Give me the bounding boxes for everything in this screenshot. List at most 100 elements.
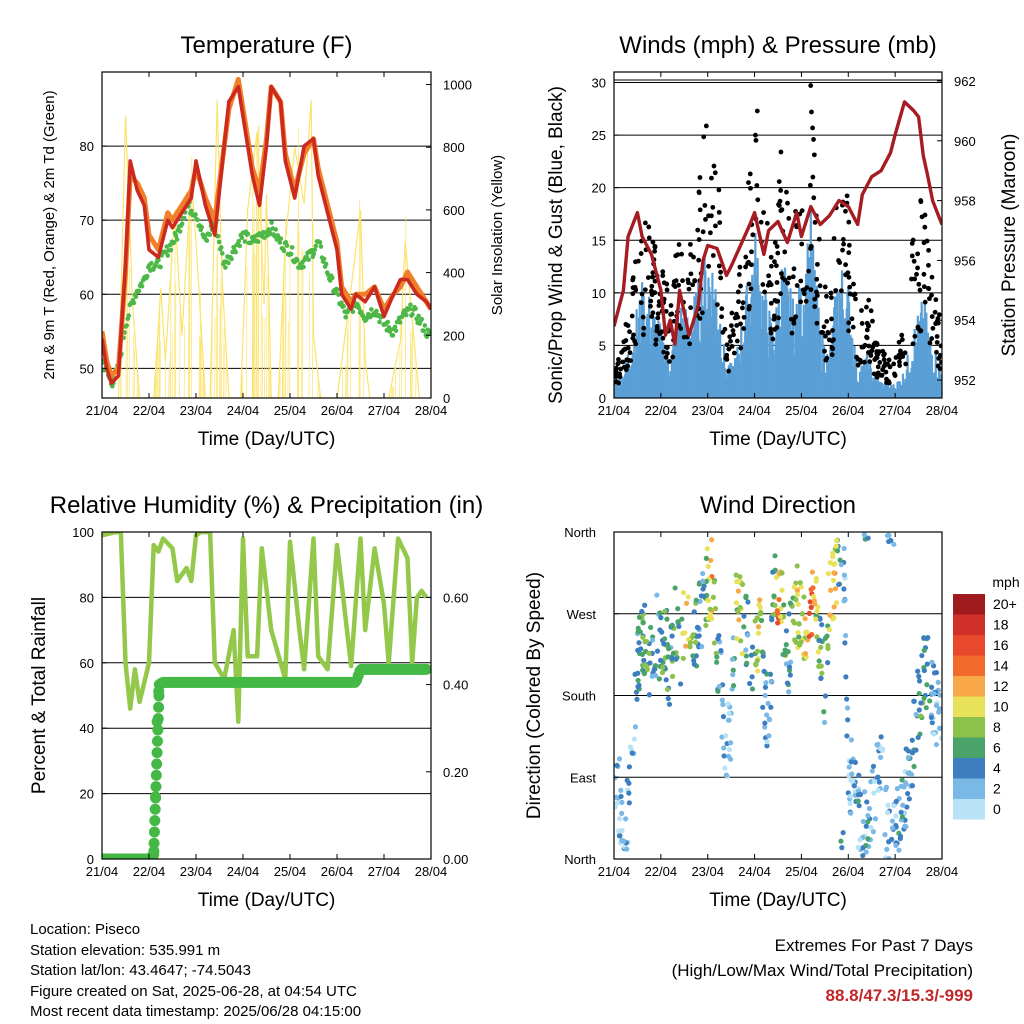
x-tick-label: 22/04 [645, 403, 678, 418]
direction-point [899, 777, 905, 783]
gust-point [680, 278, 685, 284]
direction-point [657, 657, 664, 663]
y2-tick-label: 956 [954, 253, 976, 268]
direction-point [855, 792, 862, 798]
gust-point [731, 350, 737, 356]
dewpoint-point [281, 248, 287, 254]
direction-point [641, 671, 647, 677]
gust-point [808, 243, 814, 249]
direction-point [727, 740, 734, 746]
direction-point [838, 838, 844, 844]
gust-point [738, 345, 744, 351]
x-tick-label: 23/04 [180, 403, 213, 418]
solar-line [102, 100, 424, 398]
direction-point [860, 852, 866, 859]
direction-point [687, 644, 693, 650]
dewpoint-point [323, 261, 329, 267]
direction-point [626, 790, 632, 796]
dewpoint-point [262, 235, 267, 241]
gust-point [687, 241, 693, 247]
gust-point [716, 209, 722, 215]
direction-point [690, 632, 696, 638]
x-tick-label: 23/04 [180, 864, 213, 879]
x-tick-label: 24/04 [227, 864, 260, 879]
direction-point [691, 609, 697, 615]
gust-point [782, 249, 788, 255]
direction-point [874, 775, 880, 781]
station-location: Location: Piseco [30, 921, 141, 938]
dewpoint-point [131, 300, 137, 306]
direction-point [793, 597, 799, 603]
dewpoint-point [390, 333, 396, 338]
gust-point [868, 349, 874, 355]
direction-point [865, 535, 871, 541]
gust-point [892, 371, 897, 377]
direction-point [821, 709, 827, 715]
direction-point [837, 557, 843, 563]
dewpoint-point [317, 240, 323, 245]
precip-point [151, 735, 163, 747]
dewpoint-point [193, 212, 198, 217]
extremes-panel: Extremes For Past 7 Days (High/Low/Max W… [672, 933, 973, 1008]
gust-point [881, 357, 887, 363]
direction-point [921, 667, 927, 674]
direction-point [649, 637, 656, 643]
data-timestamp: Most recent data timestamp: 2025/06/28 0… [30, 1003, 362, 1020]
gust-point [712, 170, 718, 176]
direction-point [614, 794, 619, 800]
legend-swatch [953, 737, 985, 758]
gust-point [887, 364, 893, 370]
direction-point [639, 651, 645, 658]
direction-point [884, 810, 891, 816]
direction-point [797, 579, 803, 586]
direction-point [619, 799, 625, 805]
gust-point [732, 315, 738, 321]
direction-point [635, 629, 641, 635]
x-tick-label: 21/04 [598, 864, 631, 879]
direction-point [833, 600, 840, 606]
gust-point [898, 348, 903, 354]
direction-point [915, 734, 921, 741]
gust-point [912, 333, 918, 339]
gust-point [799, 241, 805, 247]
direction-point [755, 630, 762, 636]
direction-point [918, 713, 924, 719]
legend-swatch [953, 635, 985, 656]
precip-series [102, 663, 431, 859]
y2-tick-label: 952 [954, 373, 976, 388]
direction-point [802, 650, 809, 657]
gust-point [935, 316, 941, 321]
gust-point [830, 346, 836, 352]
direction-point [635, 677, 641, 684]
direction-point [762, 724, 768, 730]
direction-point [701, 583, 707, 589]
gust-point [664, 345, 670, 350]
direction-point [663, 677, 669, 683]
x-tick-label: 26/04 [832, 864, 865, 879]
dewpoint-point [239, 235, 245, 240]
direction-point [752, 618, 758, 624]
gust-point [625, 363, 630, 369]
direction-point [927, 698, 933, 704]
chart-title: Wind Direction [700, 492, 856, 519]
dewpoint-point [236, 238, 242, 244]
direction-point [692, 639, 699, 645]
direction-point [833, 537, 840, 544]
legend-swatch [953, 676, 985, 697]
direction-point [730, 667, 736, 673]
dewpoint-point [126, 313, 132, 318]
gust-point [934, 340, 940, 345]
direction-point [787, 600, 793, 606]
direction-point [884, 846, 890, 852]
gust-point [922, 212, 928, 218]
direction-point [745, 599, 751, 605]
gust-point [812, 304, 818, 309]
direction-point [730, 672, 736, 678]
direction-point [856, 803, 862, 809]
direction-point [911, 698, 917, 704]
dewpoint-point [136, 288, 142, 294]
direction-point [909, 783, 916, 789]
direction-point [665, 654, 671, 660]
x-tick-label: 21/04 [86, 864, 119, 879]
direction-point [721, 753, 727, 759]
